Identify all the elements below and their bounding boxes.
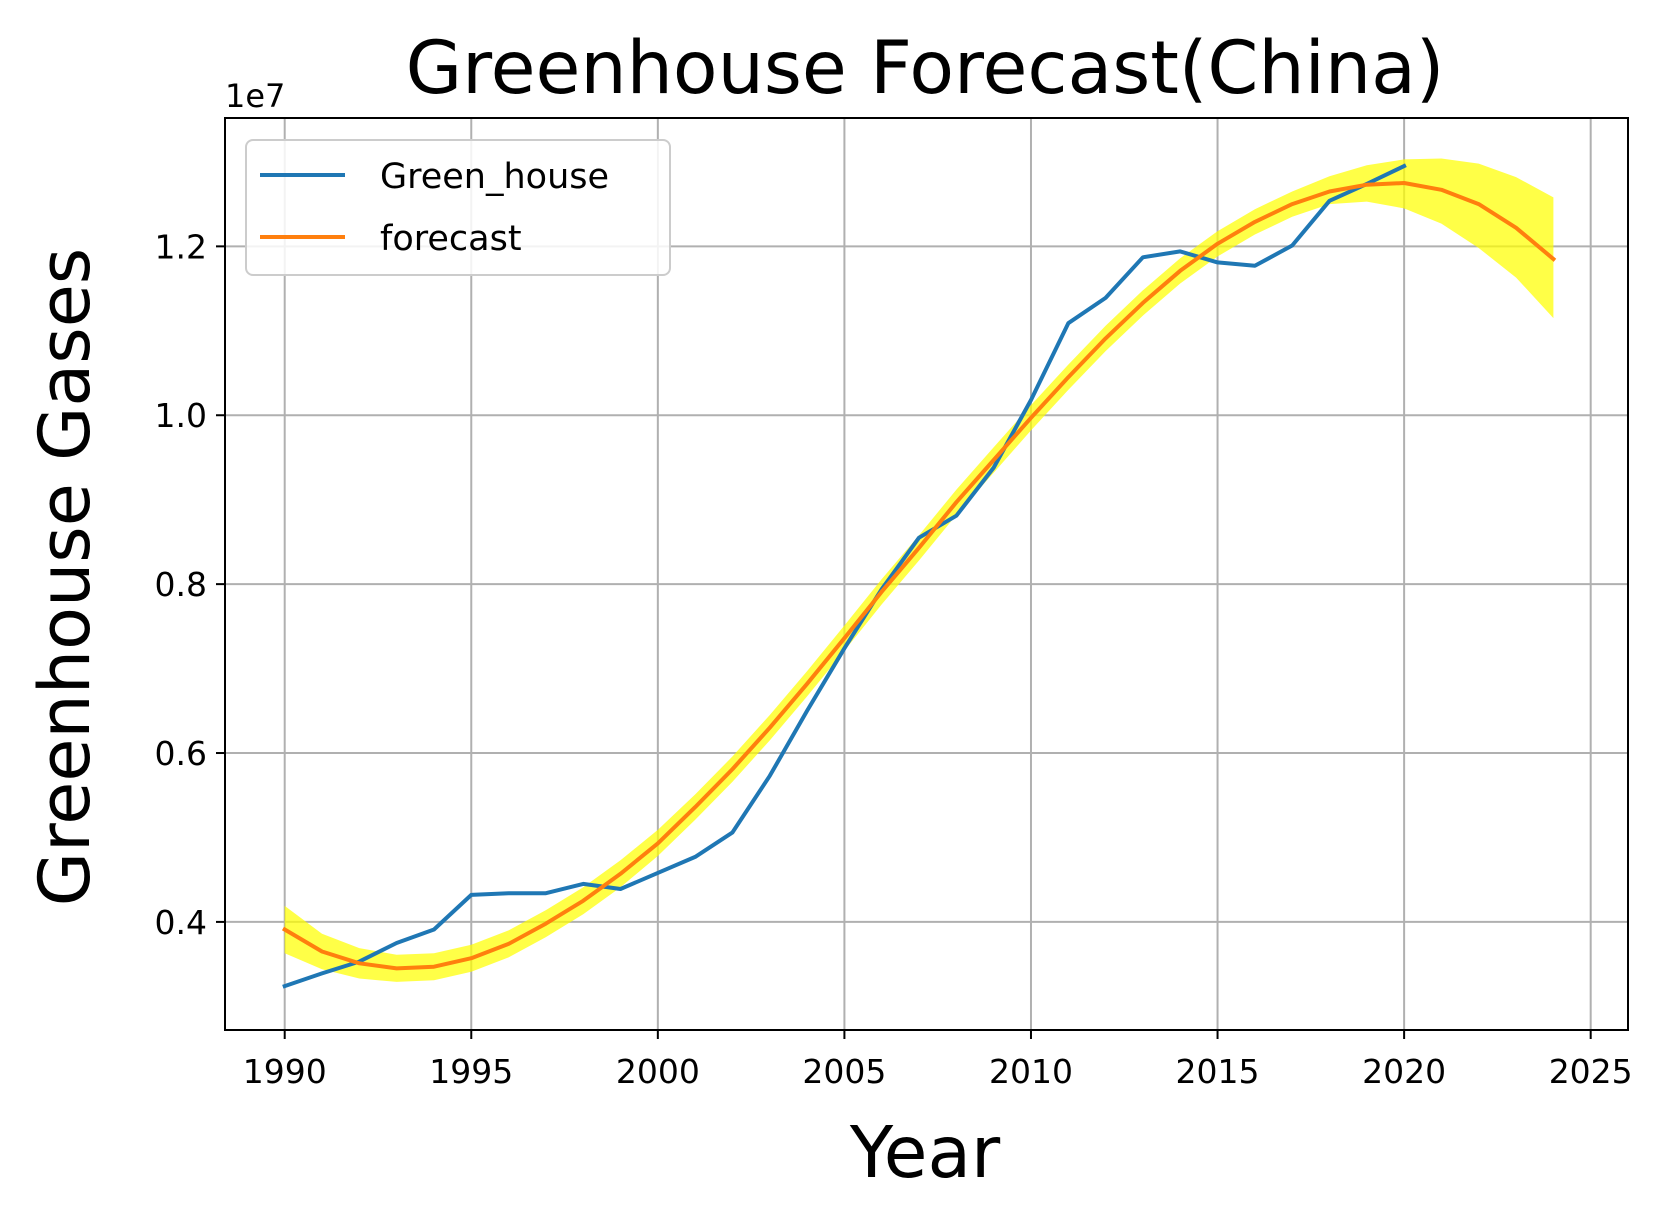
y-tick-label: 0.4 [155,903,207,942]
y-tick-label: 0.6 [155,734,207,773]
legend-label-green-house: Green_house [380,157,609,197]
x-tick-label: 2020 [1362,1052,1446,1091]
series-line-green-house [282,163,1407,989]
y-tick-label: 1.2 [155,227,207,266]
x-axis-ticks: 1990 1995 2000 2005 2010 2015 2020 2025 [243,1030,1633,1091]
x-tick-label: 2005 [802,1052,886,1091]
y-axis-ticks: 0.4 0.6 0.8 1.0 1.2 [155,227,225,942]
series-line-forecast [281,181,1557,971]
chart-title: Greenhouse Forecast(China) [406,26,1445,111]
x-tick-label: 1990 [243,1052,327,1091]
x-axis-label: Year [849,1111,1001,1194]
y-axis-label: Greenhouse Gases [24,248,106,906]
series-layer [281,163,1557,989]
x-tick-label: 2015 [1176,1052,1260,1091]
x-tick-label: 2010 [989,1052,1073,1091]
legend-label-forecast: forecast [380,219,522,259]
y-tick-label: 1.0 [155,396,207,435]
x-tick-label: 2025 [1549,1052,1633,1091]
x-tick-label: 1995 [429,1052,513,1091]
x-tick-label: 2000 [616,1052,700,1091]
plot-frame [224,117,1629,1031]
legend-box [245,139,671,276]
y-axis-offset-label: 1e7 [225,77,285,115]
legend: Green_house forecast [245,139,671,276]
y-tick-label: 0.8 [155,565,207,604]
